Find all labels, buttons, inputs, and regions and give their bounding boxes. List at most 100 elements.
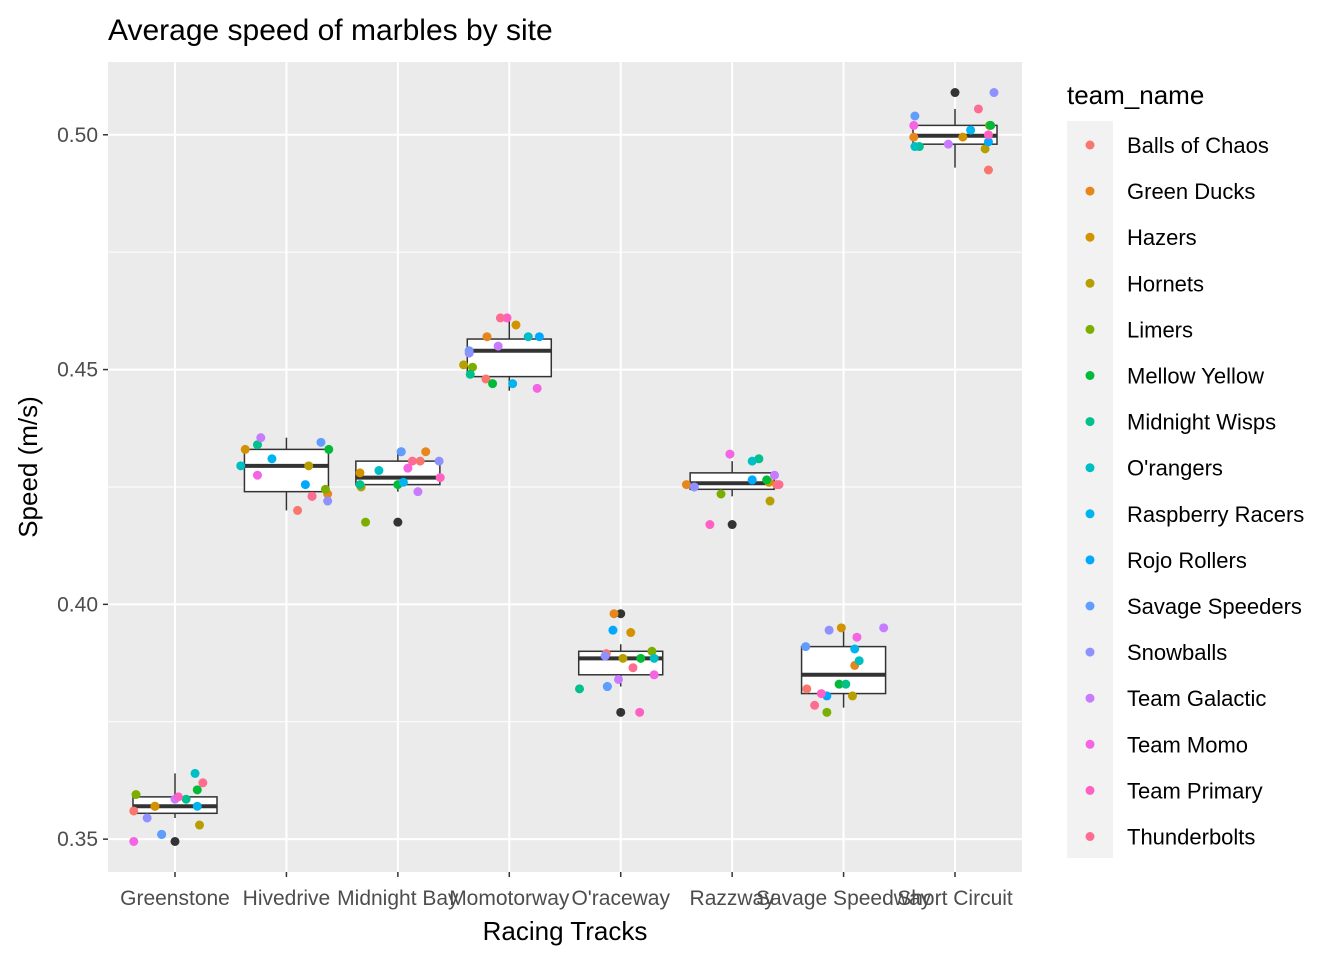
legend-title: team_name — [1067, 80, 1204, 110]
legend-key — [1085, 647, 1095, 657]
data-point — [323, 496, 333, 506]
data-point — [252, 470, 262, 480]
data-points — [129, 88, 999, 846]
x-tick-label: Hivedrive — [243, 887, 331, 910]
data-point — [816, 689, 826, 699]
data-point — [434, 456, 444, 466]
legend-label: Team Galactic — [1127, 686, 1266, 711]
x-axis: Greenstone Hivedrive Midnight BayMomotorwa… — [120, 872, 1013, 910]
boxplot — [912, 108, 998, 168]
data-point — [909, 120, 919, 130]
x-tick-label: Short Circuit — [897, 887, 1013, 910]
legend-key — [1085, 739, 1095, 749]
data-point — [495, 313, 505, 323]
data-point — [910, 142, 920, 152]
data-point — [943, 139, 953, 149]
data-point — [324, 444, 334, 454]
data-point — [256, 433, 266, 443]
data-point — [973, 104, 983, 114]
legend-item: O'rangers — [1085, 456, 1223, 481]
data-point — [355, 480, 365, 490]
legend-item: Balls of Chaos — [1085, 133, 1269, 158]
data-point — [747, 475, 757, 485]
x-tick-label: Greenstone — [120, 887, 230, 910]
data-point — [847, 691, 857, 701]
legend-items: Balls of Chaos Green Ducks Hazers Hornets Li… — [1085, 133, 1304, 850]
data-point — [465, 369, 475, 379]
data-point — [413, 487, 423, 497]
y-axis-title: Speed (m/s) — [13, 396, 43, 538]
data-point — [689, 482, 699, 492]
data-point — [252, 440, 262, 450]
data-point — [769, 470, 779, 480]
data-point — [810, 700, 820, 710]
legend-label: Green Ducks — [1127, 179, 1255, 204]
legend-item: Green Ducks — [1085, 179, 1255, 204]
data-point — [482, 332, 492, 342]
legend-label: Snowballs — [1127, 640, 1227, 665]
data-point — [983, 165, 993, 175]
legend-label: Limers — [1127, 317, 1193, 342]
legend-item: Mellow Yellow — [1085, 364, 1264, 389]
data-point — [910, 111, 920, 121]
outlier-point — [616, 707, 626, 717]
data-point — [879, 623, 889, 633]
data-point — [407, 456, 417, 466]
data-point — [986, 120, 996, 130]
data-point — [307, 491, 317, 501]
legend-key-background — [1067, 121, 1113, 858]
y-tick-label: 0.45 — [57, 359, 98, 382]
data-point — [374, 466, 384, 476]
legend-key — [1085, 555, 1095, 565]
data-point — [403, 463, 413, 473]
data-point — [142, 813, 152, 823]
legend-key — [1085, 140, 1095, 150]
legend-key — [1085, 832, 1095, 841]
data-point — [852, 632, 862, 642]
chart-title: Average speed of marbles by site — [108, 14, 553, 47]
data-point — [493, 341, 503, 351]
data-point — [532, 383, 542, 393]
legend-label: Team Primary — [1127, 778, 1263, 803]
data-point — [681, 480, 691, 490]
data-point — [488, 379, 498, 389]
data-point — [705, 520, 715, 530]
legend-item: Team Galactic — [1085, 686, 1266, 711]
data-point — [361, 517, 371, 527]
data-point — [468, 362, 478, 372]
legend-label: O'rangers — [1127, 456, 1223, 481]
data-point — [415, 456, 425, 466]
data-point — [129, 836, 139, 846]
data-point — [628, 663, 638, 673]
data-point — [600, 651, 610, 661]
legend-label: Team Momo — [1127, 732, 1248, 757]
data-point — [909, 132, 919, 142]
data-point — [300, 480, 310, 490]
box-iqr — [689, 472, 775, 491]
data-point — [836, 623, 846, 633]
outlier-point — [950, 88, 960, 98]
legend-label: Hazers — [1127, 225, 1197, 250]
data-point — [355, 468, 365, 478]
data-point — [716, 489, 726, 499]
data-point — [958, 132, 968, 142]
data-point — [190, 768, 200, 778]
data-point — [459, 360, 469, 370]
data-point — [502, 313, 512, 323]
outlier-point — [727, 520, 737, 530]
data-point — [747, 456, 757, 466]
data-point — [508, 379, 518, 389]
data-point — [293, 505, 303, 515]
x-tick-label: Savage Speedway — [756, 887, 932, 910]
legend-key — [1085, 509, 1095, 519]
legend-item: Snowballs — [1085, 640, 1227, 665]
data-point — [983, 130, 993, 140]
data-point — [725, 449, 735, 459]
data-point — [602, 682, 612, 692]
x-tick-label: Razzway — [690, 887, 776, 910]
data-point — [131, 790, 141, 800]
data-point — [304, 461, 314, 471]
data-point — [316, 437, 326, 447]
data-point — [980, 144, 990, 154]
data-point — [983, 137, 993, 147]
